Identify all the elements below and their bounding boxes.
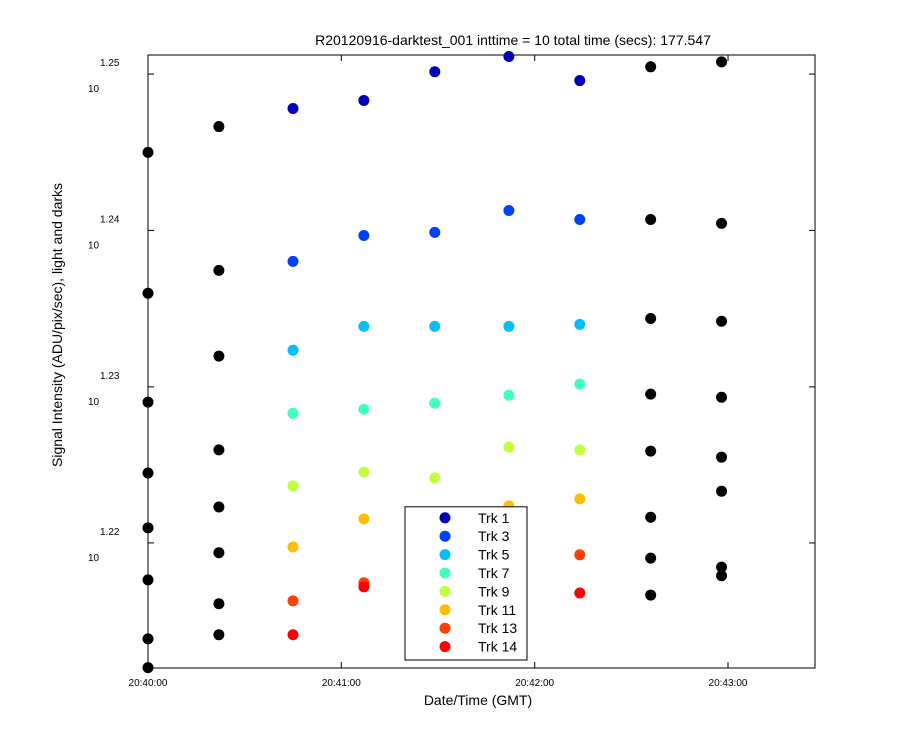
legend-marker <box>439 549 451 561</box>
x-tick-label: 20:41:00 <box>322 678 361 689</box>
legend-marker <box>439 567 451 579</box>
point <box>645 312 657 324</box>
x-tick-label: 20:42:00 <box>515 678 554 689</box>
point <box>716 561 728 573</box>
point <box>287 255 299 267</box>
legend-marker <box>439 512 451 524</box>
point <box>429 397 441 409</box>
point <box>574 444 586 456</box>
point <box>142 662 154 674</box>
chart-title: R20120916-darktest_001 inttime = 10 tota… <box>315 32 711 48</box>
legend-label: Trk 14 <box>478 639 517 655</box>
point <box>574 75 586 87</box>
point <box>213 444 225 456</box>
point <box>645 388 657 400</box>
point <box>213 121 225 133</box>
legend-label: Trk 5 <box>478 547 510 563</box>
point <box>716 451 728 463</box>
point <box>287 629 299 641</box>
point <box>716 217 728 229</box>
point <box>645 552 657 564</box>
y-tick-exponent: 1.23 <box>100 371 120 382</box>
point <box>574 318 586 330</box>
point <box>142 146 154 158</box>
point <box>358 513 370 525</box>
point <box>213 264 225 276</box>
y-tick-exponent: 1.24 <box>100 214 120 225</box>
point <box>574 587 586 599</box>
point <box>142 287 154 299</box>
point <box>358 230 370 242</box>
point <box>716 56 728 68</box>
y-axis-label: Signal Intensity (ADU/pix/sec), light an… <box>49 183 65 467</box>
point <box>287 480 299 492</box>
legend-marker <box>439 604 451 616</box>
legend-label: Trk 3 <box>478 528 510 544</box>
y-tick-label: 10 <box>88 397 100 408</box>
point <box>429 66 441 78</box>
point <box>429 320 441 332</box>
point <box>358 581 370 593</box>
point <box>574 213 586 225</box>
point <box>142 467 154 479</box>
point <box>213 598 225 610</box>
legend-marker <box>439 530 451 542</box>
point <box>287 595 299 607</box>
point <box>574 549 586 561</box>
legend-label: Trk 1 <box>478 510 510 526</box>
legend-marker <box>439 622 451 634</box>
point <box>213 547 225 559</box>
point <box>503 320 515 332</box>
legend-label: Trk 11 <box>478 602 516 618</box>
legend-label: Trk 7 <box>478 565 510 581</box>
point <box>213 629 225 641</box>
point <box>503 441 515 453</box>
point <box>503 205 515 217</box>
x-tick-label: 20:43:00 <box>709 678 748 689</box>
x-tick-label: 20:40:00 <box>129 678 168 689</box>
point <box>287 102 299 114</box>
y-tick-label: 10 <box>88 553 100 564</box>
point <box>358 320 370 332</box>
point <box>645 61 657 73</box>
point <box>429 472 441 484</box>
point <box>716 485 728 497</box>
point <box>574 493 586 505</box>
point <box>503 51 515 63</box>
y-tick-exponent: 1.25 <box>100 58 120 69</box>
point <box>213 350 225 362</box>
point <box>574 378 586 390</box>
legend-box <box>404 506 528 661</box>
point <box>213 501 225 513</box>
point <box>142 396 154 408</box>
point <box>358 94 370 106</box>
point <box>645 589 657 601</box>
point <box>645 511 657 523</box>
point <box>716 570 728 582</box>
point <box>287 407 299 419</box>
x-axis-label: Date/Time (GMT) <box>424 692 532 708</box>
point <box>716 315 728 327</box>
legend-label: Trk 9 <box>478 583 510 599</box>
point <box>142 522 154 534</box>
point <box>142 574 154 586</box>
point <box>716 391 728 403</box>
legend-label: Trk 13 <box>478 620 517 636</box>
point <box>142 633 154 645</box>
point <box>358 403 370 415</box>
point <box>358 466 370 478</box>
point <box>645 445 657 457</box>
point <box>645 213 657 225</box>
point <box>503 389 515 401</box>
point <box>287 344 299 356</box>
legend-marker <box>439 585 451 597</box>
y-tick-label: 10 <box>88 240 100 251</box>
legend-marker <box>439 641 451 653</box>
point <box>287 541 299 553</box>
y-tick-label: 10 <box>88 84 100 95</box>
y-tick-exponent: 1.22 <box>100 527 120 538</box>
point <box>429 226 441 238</box>
